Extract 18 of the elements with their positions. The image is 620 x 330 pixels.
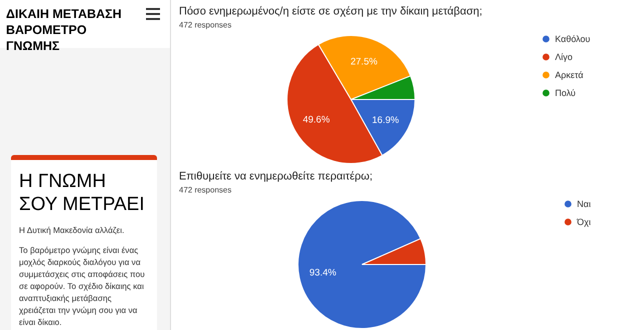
legend-label: Όχι: [576, 217, 590, 227]
legend-label: Αρκετά: [554, 70, 583, 80]
legend-label: Ναι: [576, 199, 590, 209]
chart-title: Πόσο ενημερωμένος/η είστε σε σχέση με την δίκαιη μετάβαση;: [178, 6, 482, 18]
chart-title: Επιθυμείτε να ενημερωθείτε περαιτέρω;: [178, 170, 372, 182]
text: Η Δυτική Μακεδονία αλλάζει.: [19, 224, 126, 236]
data-label: 93.4%: [309, 268, 337, 279]
legend-label: Πολύ: [554, 88, 576, 98]
text: Το βαρόμετρο γνώμης είναι ένας μοχλός διαρκούς διαλόγου για να συμμετάσχεις στις αποφάσεις που σε αφορούν. Το σχέδιο δίκαιης και αναπτυξιακής μετάβασης χρειάζεται την γνώμη σου για να είναι δίκαιο.: [19, 244, 146, 328]
data-label: 49.6%: [302, 114, 330, 126]
data-label: 27.5%: [350, 56, 378, 68]
legend-label: Λίγο: [554, 52, 572, 62]
legend-label: Καθόλου: [554, 34, 590, 44]
text: 472 responses: [178, 186, 232, 194]
text: Η ΓΝΩΜΗ ΣΟΥ ΜΕΤΡΑΕΙ: [19, 170, 146, 216]
text: ΔΙΚΑΙΗ ΜΕΤΑΒΑΣΗ ΒΑΡΟΜΕΤΡΟ ΓΝΩΜΗΣ: [6, 6, 123, 54]
data-label: 16.9%: [372, 114, 400, 126]
text: 472 responses: [178, 20, 232, 30]
